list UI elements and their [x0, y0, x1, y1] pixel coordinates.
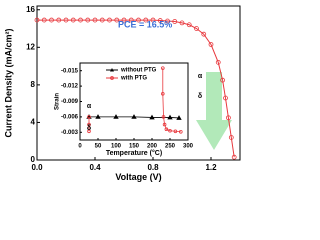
- marker: [149, 114, 155, 120]
- marker: [78, 17, 83, 23]
- x-tick-label: 1.2: [205, 163, 217, 172]
- x-tick-label: 0: [78, 144, 82, 150]
- annotation: α: [198, 73, 203, 80]
- annotation: α: [87, 103, 92, 110]
- marker: [164, 127, 169, 132]
- x-tick-label: 0.8: [147, 163, 159, 172]
- marker: [92, 17, 98, 23]
- marker: [223, 95, 228, 101]
- marker: [220, 77, 226, 83]
- marker: [173, 129, 178, 134]
- marker: [194, 26, 199, 31]
- marker: [107, 17, 112, 23]
- marker: [131, 114, 137, 119]
- annotation: δ: [87, 125, 91, 132]
- y-tick-label: -0.009: [61, 99, 79, 105]
- y-tick-label: -0.003: [61, 130, 79, 136]
- x-axis-label: Voltage (V): [115, 172, 161, 182]
- marker: [157, 18, 163, 23]
- y-axis-label: Strain: [55, 93, 61, 110]
- marker: [176, 115, 182, 120]
- marker: [228, 135, 234, 140]
- marker: [113, 114, 119, 119]
- marker: [172, 19, 178, 24]
- legend-marker: [110, 68, 114, 72]
- y-tick-label: 16: [26, 5, 35, 14]
- y-tick-label: -0.006: [61, 114, 79, 120]
- marker: [41, 17, 47, 23]
- y-tick-label: 12: [26, 42, 35, 51]
- marker: [128, 17, 134, 23]
- x-tick-label: 100: [111, 144, 122, 150]
- marker: [56, 17, 62, 23]
- x-axis-label: Temperature (°C): [106, 149, 162, 157]
- marker: [179, 20, 185, 26]
- annotation: PCE = 16.5%: [118, 19, 172, 29]
- marker: [208, 42, 214, 47]
- x-tick-label: 150: [129, 144, 140, 150]
- plot-frame: [36, 5, 241, 161]
- marker: [143, 17, 149, 23]
- marker: [87, 115, 91, 119]
- y-tick-label: -0.012: [61, 84, 79, 90]
- plot-frame: [79, 62, 189, 141]
- y-tick-label: 0: [31, 155, 36, 164]
- marker: [186, 22, 192, 28]
- marker: [161, 66, 165, 70]
- marker: [87, 129, 91, 134]
- y-tick-label: 8: [31, 80, 36, 89]
- x-tick-label: 0.0: [31, 163, 43, 172]
- inset-background: [80, 63, 188, 140]
- marker: [231, 154, 237, 160]
- marker: [99, 17, 105, 23]
- marker: [165, 18, 170, 24]
- marker: [63, 17, 69, 23]
- y-tick-label: 4: [31, 118, 36, 127]
- x-tick-label: 250: [165, 144, 176, 150]
- y-tick-label: -0.015: [61, 68, 79, 74]
- marker: [179, 129, 183, 134]
- x-tick-label: 0.4: [89, 163, 101, 172]
- arrow: [196, 72, 232, 150]
- y-axis-label: Current Density (mA/cm²): [3, 28, 13, 137]
- marker: [87, 122, 91, 127]
- legend-label: without PTG: [120, 68, 157, 74]
- marker: [49, 17, 54, 23]
- marker: [34, 17, 40, 23]
- marker: [95, 114, 101, 119]
- marker: [201, 31, 207, 37]
- series-line: [88, 68, 181, 133]
- annotation: δ: [198, 93, 202, 100]
- marker: [121, 17, 127, 23]
- series-line: [37, 19, 235, 158]
- x-tick-label: 300: [183, 144, 194, 150]
- marker: [70, 17, 76, 23]
- marker: [168, 128, 172, 133]
- marker: [85, 17, 91, 23]
- x-tick-label: 50: [95, 144, 102, 150]
- marker: [225, 115, 231, 121]
- legend-marker: [110, 76, 114, 80]
- x-tick-label: 200: [147, 144, 158, 150]
- chart: 0.0 0.4 0.8 1.2 0 4 8 12 16 Voltage (V) Current De…: [3, 5, 241, 182]
- marker: [136, 17, 141, 23]
- marker: [167, 114, 173, 120]
- marker: [150, 17, 156, 23]
- legend-label: with PTG: [120, 76, 147, 82]
- marker: [162, 122, 167, 127]
- marker: [161, 92, 165, 96]
- marker: [215, 59, 221, 65]
- marker: [161, 115, 166, 119]
- marker: [114, 17, 120, 23]
